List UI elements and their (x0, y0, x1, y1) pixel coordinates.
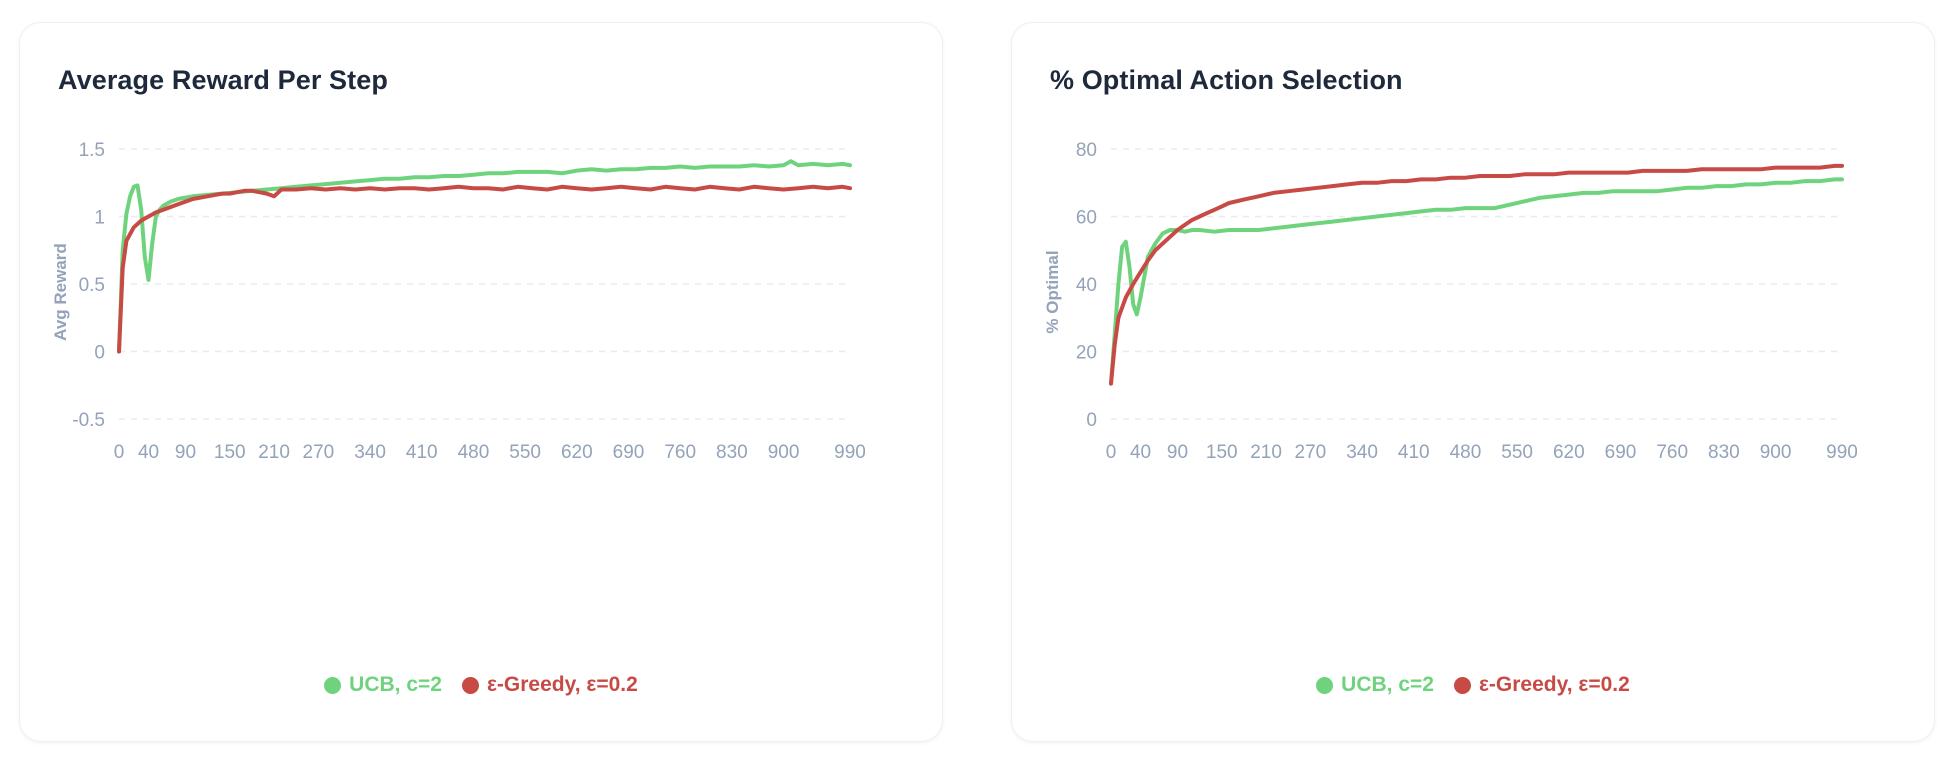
x-tick-label: 270 (303, 442, 335, 463)
legend-dot-ucb (324, 676, 342, 694)
x-tick-label: 40 (138, 442, 159, 463)
y-tick-label: 80 (1076, 140, 1097, 161)
x-tick-label: 210 (258, 442, 290, 463)
x-tick-label: 210 (1250, 442, 1282, 463)
legend-item-ucb[interactable]: UCB, c=2 (324, 673, 442, 697)
chart-title: % Optimal Action Selection (1050, 65, 1403, 95)
optimal-action-chart-card: % Optimal Action Selection 80 60 40 20 0 0 40 9… (1011, 22, 1935, 742)
y-tick-label: 0.5 (79, 275, 105, 296)
x-tick-label: 620 (1553, 442, 1585, 463)
x-tick-label: 620 (561, 442, 593, 463)
y-tick-label: 60 (1076, 208, 1097, 229)
y-tick-label: 40 (1076, 275, 1097, 296)
avg-reward-chart: 1.5 1 0.5 0 -0.5 0 40 90 150 210 270 340 410 480 550 62… (51, 140, 866, 463)
x-tick-label: 340 (1346, 442, 1378, 463)
y-tick-label: 0 (94, 343, 105, 364)
y-tick-label: 1.5 (79, 140, 105, 161)
x-tick-label: 410 (1398, 442, 1430, 463)
y-tick-label: 0 (1086, 410, 1097, 431)
y-axis-label: Avg Reward (51, 243, 70, 341)
legend-dot-egreedy (1453, 676, 1471, 694)
x-tick-label: 40 (1130, 442, 1151, 463)
legend-label-ucb: UCB, c=2 (1341, 673, 1434, 696)
x-tick-label: 90 (175, 442, 196, 463)
x-tick-label: 550 (1501, 442, 1533, 463)
x-tick-label: 90 (1167, 442, 1188, 463)
x-tick-label: 690 (1605, 442, 1637, 463)
x-tick-label: 0 (1106, 442, 1117, 463)
x-tick-label: 760 (1656, 442, 1688, 463)
series-line-egreedy (117, 184, 852, 354)
chart-legend: UCB, c=2 ε-Greedy, ε=0.2 (1012, 673, 1934, 697)
legend-dot-ucb (1316, 676, 1334, 694)
legend-label-ucb: UCB, c=2 (349, 673, 442, 696)
x-tick-label: 760 (664, 442, 696, 463)
x-tick-label: 900 (1760, 442, 1792, 463)
x-tick-label: 990 (1826, 442, 1858, 463)
legend-dot-egreedy (461, 676, 479, 694)
legend-label-egreedy: ε-Greedy, ε=0.2 (1478, 673, 1630, 696)
optimal-action-chart: 80 60 40 20 00 40 90 150 210 270 340 410 480 550 620 69… (1043, 140, 1858, 463)
series-line-ucb (1109, 177, 1844, 386)
x-tick-label: 410 (406, 442, 438, 463)
x-tick-label: 830 (1708, 442, 1740, 463)
avg-reward-chart-card: Average Reward Per Step 1.5 1 0.5 0 -0.5 0 40 9… (19, 22, 943, 742)
chart-title: Average Reward Per Step (58, 65, 388, 95)
x-tick-label: 480 (1450, 442, 1482, 463)
x-tick-label: 480 (458, 442, 490, 463)
legend-item-ucb[interactable]: UCB, c=2 (1316, 673, 1434, 697)
legend-label-egreedy: ε-Greedy, ε=0.2 (486, 673, 638, 696)
chart-legend: UCB, c=2 ε-Greedy, ε=0.2 (20, 673, 942, 697)
x-tick-label: 690 (613, 442, 645, 463)
legend-item-egreedy[interactable]: ε-Greedy, ε=0.2 (461, 673, 638, 697)
y-axis-label: % Optimal (1043, 250, 1062, 333)
y-tick-label: -0.5 (72, 410, 105, 431)
x-tick-label: 900 (768, 442, 800, 463)
series-line-egreedy (1109, 163, 1844, 386)
x-tick-label: 270 (1295, 442, 1327, 463)
x-tick-label: 550 (509, 442, 541, 463)
y-tick-label: 20 (1076, 343, 1097, 364)
series-line-ucb (117, 159, 852, 354)
x-tick-label: 150 (214, 442, 246, 463)
x-tick-label: 990 (834, 442, 866, 463)
x-tick-label: 830 (716, 442, 748, 463)
x-tick-label: 150 (1206, 442, 1238, 463)
x-tick-label: 0 (114, 442, 125, 463)
x-tick-label: 340 (354, 442, 386, 463)
y-tick-label: 1 (94, 208, 105, 229)
legend-item-egreedy[interactable]: ε-Greedy, ε=0.2 (1453, 673, 1630, 697)
